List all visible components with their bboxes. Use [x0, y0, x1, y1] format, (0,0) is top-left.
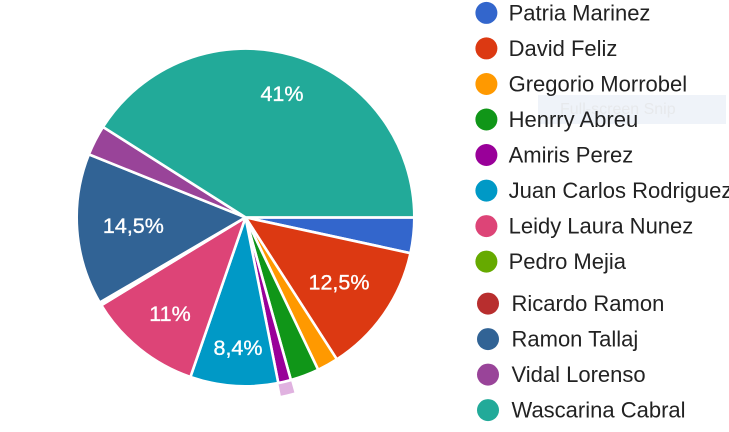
svg-text:14,5%: 14,5%	[103, 214, 164, 238]
svg-text:Ricardo Ramon: Ricardo Ramon	[512, 291, 665, 316]
svg-text:David Feliz: David Feliz	[509, 36, 618, 61]
svg-text:Ramon Tallaj: Ramon Tallaj	[512, 327, 639, 352]
svg-text:41%: 41%	[260, 82, 303, 106]
svg-text:Juan Carlos Rodriguez: Juan Carlos Rodriguez	[509, 178, 729, 203]
svg-text:Patria Marinez: Patria Marinez	[509, 0, 651, 25]
svg-text:Vidal Lorenso: Vidal Lorenso	[512, 362, 646, 387]
svg-text:Wascarina Cabral: Wascarina Cabral	[512, 398, 686, 423]
svg-text:8,4%: 8,4%	[213, 336, 262, 360]
svg-text:Henrry Abreu: Henrry Abreu	[509, 107, 639, 132]
svg-text:12,5%: 12,5%	[309, 271, 370, 295]
svg-text:Leidy Laura Nunez: Leidy Laura Nunez	[509, 214, 694, 239]
svg-text:Amiris Perez: Amiris Perez	[509, 143, 634, 168]
svg-text:Pedro Mejia: Pedro Mejia	[509, 249, 627, 274]
svg-text:Gregorio Morrobel: Gregorio Morrobel	[509, 72, 688, 97]
svg-text:11%: 11%	[149, 302, 190, 326]
